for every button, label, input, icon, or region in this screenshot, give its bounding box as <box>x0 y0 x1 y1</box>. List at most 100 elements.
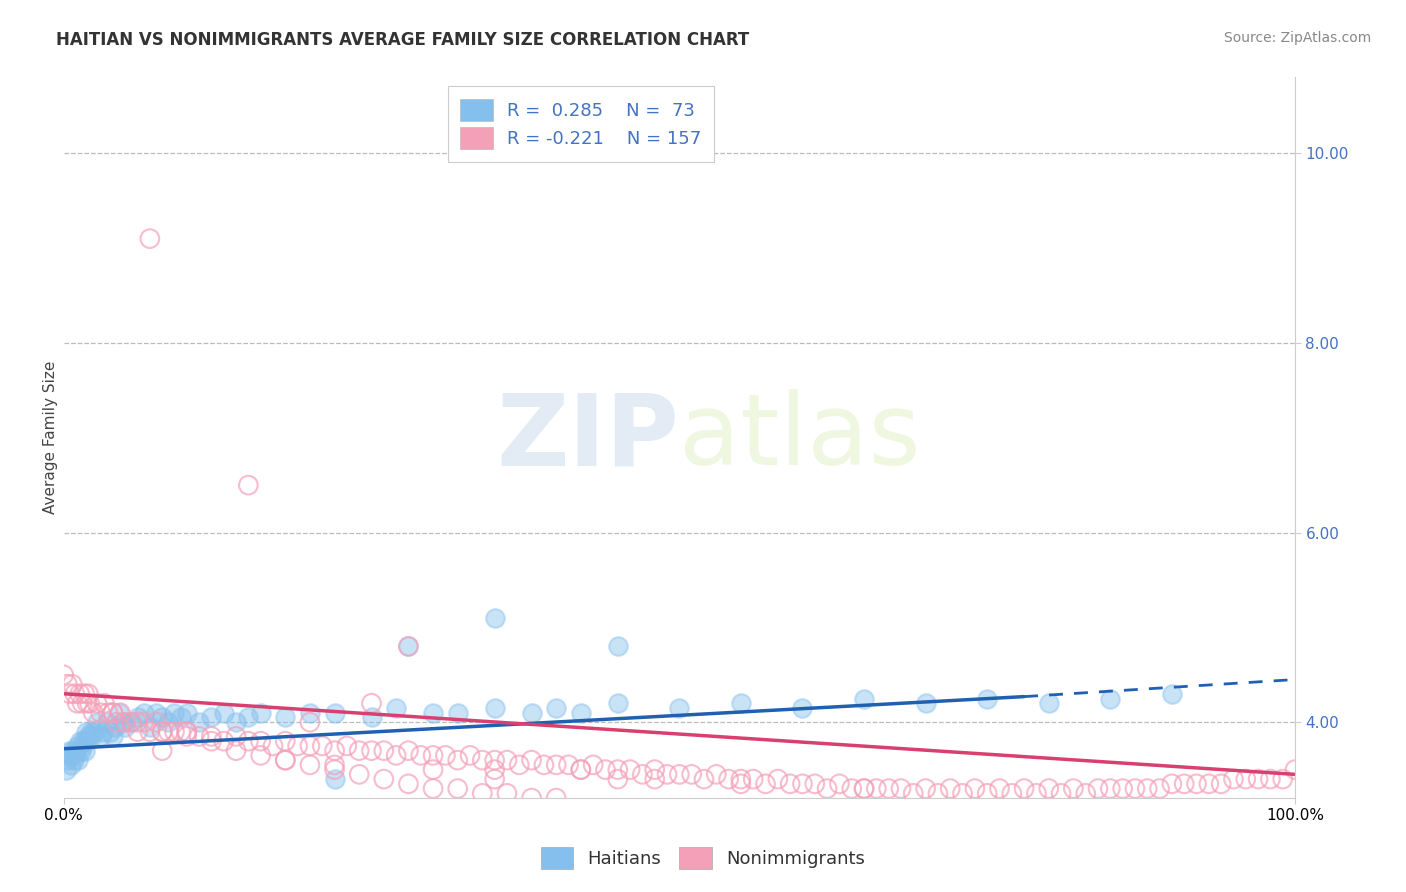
Point <box>1160 777 1182 791</box>
Point <box>766 772 789 786</box>
Point <box>1099 691 1122 706</box>
Point <box>853 691 876 706</box>
Point <box>447 781 470 796</box>
Point <box>298 706 321 720</box>
Point <box>508 757 530 772</box>
Point <box>471 786 494 800</box>
Point <box>1185 777 1208 791</box>
Point <box>815 781 838 796</box>
Point <box>360 696 382 710</box>
Text: ZIP: ZIP <box>496 389 679 486</box>
Point <box>83 724 105 739</box>
Point <box>903 786 925 800</box>
Point <box>311 739 333 753</box>
Point <box>409 748 432 763</box>
Point <box>360 744 382 758</box>
Point <box>145 706 167 720</box>
Point <box>385 701 408 715</box>
Point <box>59 748 82 763</box>
Point <box>73 744 96 758</box>
Point <box>105 715 128 730</box>
Point <box>150 710 173 724</box>
Point <box>127 715 149 730</box>
Point <box>323 763 346 777</box>
Point <box>422 781 444 796</box>
Point <box>132 715 155 730</box>
Point <box>1284 763 1306 777</box>
Point <box>145 715 167 730</box>
Point <box>952 786 974 800</box>
Point <box>139 232 162 246</box>
Point <box>841 781 863 796</box>
Point <box>56 677 79 691</box>
Point <box>77 687 100 701</box>
Point <box>139 720 162 734</box>
Point <box>120 715 142 730</box>
Point <box>298 739 321 753</box>
Point <box>546 757 568 772</box>
Point <box>546 701 568 715</box>
Point <box>1211 777 1233 791</box>
Point <box>939 781 962 796</box>
Point <box>1074 786 1097 800</box>
Point <box>569 763 592 777</box>
Point <box>108 706 131 720</box>
Point <box>55 763 77 777</box>
Point <box>323 706 346 720</box>
Point <box>150 724 173 739</box>
Y-axis label: Average Family Size: Average Family Size <box>44 361 58 515</box>
Point <box>274 734 297 748</box>
Point <box>249 706 271 720</box>
Point <box>853 781 876 796</box>
Point <box>110 706 132 720</box>
Point <box>169 710 191 724</box>
Point <box>693 772 716 786</box>
Point <box>249 734 271 748</box>
Point <box>52 668 75 682</box>
Point <box>779 777 801 791</box>
Point <box>668 767 690 781</box>
Point <box>434 748 457 763</box>
Point <box>73 687 96 701</box>
Point <box>63 748 86 763</box>
Point <box>742 772 765 786</box>
Point <box>730 772 752 786</box>
Point <box>644 772 666 786</box>
Point <box>484 701 506 715</box>
Text: atlas: atlas <box>679 389 921 486</box>
Point <box>59 687 82 701</box>
Point <box>730 777 752 791</box>
Point <box>1038 781 1060 796</box>
Point <box>606 772 628 786</box>
Point <box>422 706 444 720</box>
Point <box>169 724 191 739</box>
Point <box>77 730 100 744</box>
Point <box>150 724 173 739</box>
Point <box>914 696 936 710</box>
Point <box>398 744 420 758</box>
Point <box>212 706 235 720</box>
Point <box>373 744 395 758</box>
Point <box>1050 786 1073 800</box>
Point <box>865 781 887 796</box>
Point <box>447 753 470 767</box>
Point <box>287 739 309 753</box>
Point <box>347 767 370 781</box>
Point <box>360 710 382 724</box>
Point <box>914 781 936 796</box>
Point <box>877 781 900 796</box>
Point <box>93 696 115 710</box>
Point <box>90 706 112 720</box>
Point <box>484 611 506 625</box>
Point <box>60 744 83 758</box>
Point <box>398 640 420 654</box>
Point <box>606 696 628 710</box>
Point <box>347 744 370 758</box>
Point <box>80 724 103 739</box>
Point <box>1136 781 1159 796</box>
Point <box>1222 772 1244 786</box>
Point <box>79 696 101 710</box>
Point <box>82 706 104 720</box>
Point <box>114 715 136 730</box>
Point <box>520 791 543 805</box>
